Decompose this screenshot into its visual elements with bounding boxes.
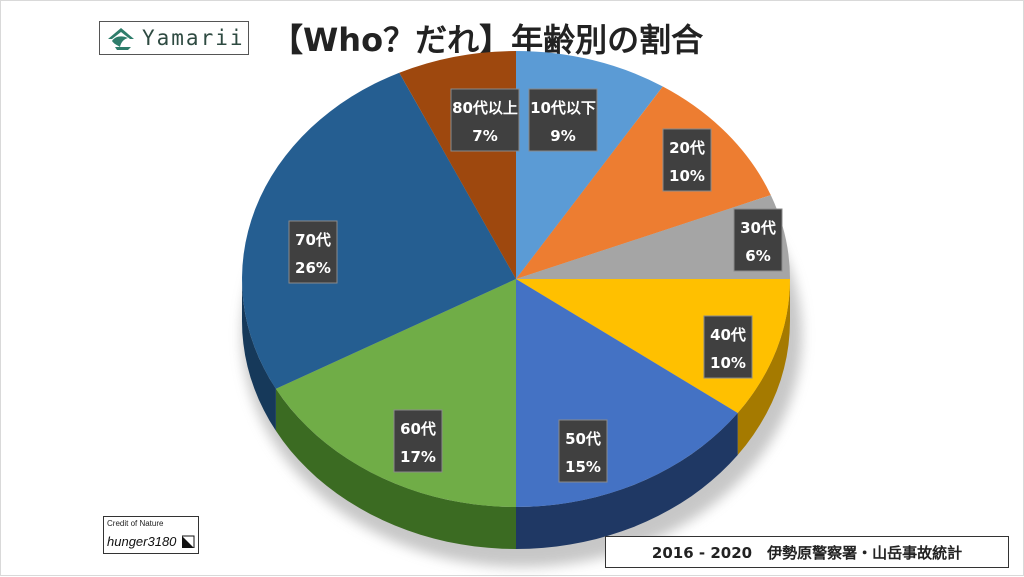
data-label: 60代 17% [393, 409, 443, 473]
pie-slice-side [242, 279, 276, 431]
data-label-category: 30代 [740, 219, 776, 237]
data-label: 40代 10% [703, 315, 753, 379]
pie-slice [516, 279, 790, 413]
yamarii-logo: Yamarii [99, 21, 249, 55]
data-label: 50代 15% [558, 419, 608, 483]
source-note: 2016 - 2020 伊勢原警察署・山岳事故統計 [605, 536, 1009, 568]
data-label-value: 10% [710, 354, 746, 372]
data-label: 30代 6% [733, 208, 783, 272]
data-label-box [703, 315, 753, 379]
pie-slice [242, 72, 516, 389]
data-label-box [450, 88, 520, 152]
data-label: 10代以下 9% [528, 88, 598, 152]
data-label-value: 26% [295, 259, 331, 277]
pie-slice-side [737, 279, 790, 455]
data-label-category: 70代 [295, 231, 331, 249]
data-label: 20代 10% [662, 128, 712, 192]
data-label-box [288, 220, 338, 284]
data-label-box [558, 419, 608, 483]
data-label-value: 6% [745, 247, 770, 265]
mountain-leaf-icon [108, 28, 134, 50]
triangle-mark-icon [182, 535, 195, 548]
pie-slice [516, 195, 790, 279]
data-label-box [393, 409, 443, 473]
pie-slice-side [516, 413, 738, 549]
data-label-value: 10% [669, 167, 705, 185]
data-label-value: 15% [565, 458, 601, 476]
data-label: 80代以上 7% [450, 88, 520, 152]
data-label-category: 60代 [400, 420, 436, 438]
data-label-value: 17% [400, 448, 436, 466]
data-label-box [662, 128, 712, 192]
data-label-category: 80代以上 [452, 99, 518, 117]
data-label-category: 40代 [710, 326, 746, 344]
credit-name: hunger3180 [107, 534, 177, 549]
pie-slice [275, 279, 516, 507]
data-label-box [528, 88, 598, 152]
data-label-category: 20代 [669, 139, 705, 157]
credit-label: Credit of Nature [107, 519, 164, 528]
data-label-box [733, 208, 783, 272]
credit-box: Credit of Nature hunger3180 [103, 516, 199, 554]
logo-text: Yamarii [142, 26, 245, 50]
data-label-category: 50代 [565, 430, 601, 448]
data-label-category: 10代以下 [530, 99, 596, 117]
pie-slice-side [275, 388, 516, 549]
data-label: 70代 26% [288, 220, 338, 284]
data-label-value: 9% [550, 127, 575, 145]
data-label-value: 7% [472, 127, 497, 145]
